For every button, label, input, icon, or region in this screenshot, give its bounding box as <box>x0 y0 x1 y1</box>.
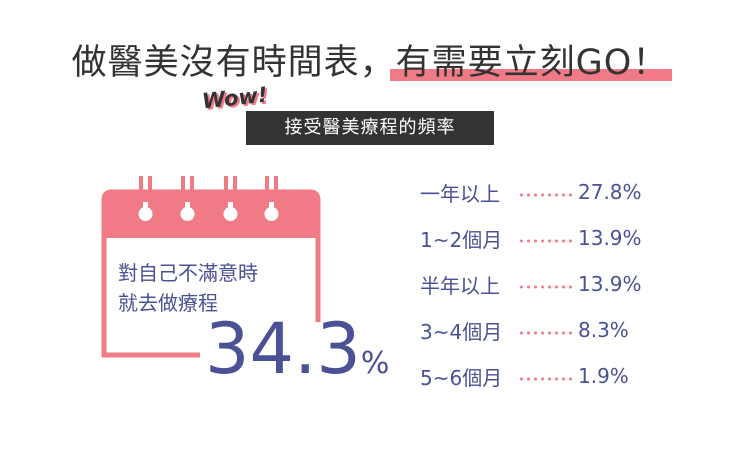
dotted-leader <box>516 228 574 248</box>
frequency-label: 1~2個月 <box>420 227 503 252</box>
headline: 做醫美沒有時間表，有需要立刻GO！ <box>0 34 740 85</box>
ring-1-icon <box>138 176 153 221</box>
headline-highlight-text: 有需要立刻GO！ <box>395 43 669 83</box>
callout-line1: 對自己不滿意時 <box>118 261 258 285</box>
frequency-row-1: 一年以上 27.8% <box>420 169 710 215</box>
frequency-value: 27.8% <box>578 180 642 204</box>
callout-text: 對自己不滿意時 就去做療程 <box>118 258 308 318</box>
callout-unit: % <box>360 346 390 381</box>
dotted-leader <box>516 182 574 202</box>
headline-highlight: 有需要立刻GO！ <box>389 34 673 85</box>
headline-plain: 做醫美沒有時間表， <box>71 43 396 83</box>
frequency-row-5: 5~6個月 1.9% <box>420 353 710 399</box>
calendar-rings <box>138 176 279 221</box>
frequency-value: 13.9% <box>578 226 642 250</box>
dotted-leader <box>516 320 574 340</box>
ring-3-icon <box>223 176 238 221</box>
callout-line2: 就去做療程 <box>118 291 218 315</box>
subtitle-banner: 接受醫美療程的頻率 <box>246 111 494 145</box>
ring-2-icon <box>180 176 195 221</box>
callout-value: 34.3% <box>205 313 389 400</box>
dotted-leader <box>516 366 574 386</box>
frequency-list: 一年以上 27.8% 1~2個月 13.9% 半年以上 13.9% 3~4個月 8.3% 5~6… <box>420 169 710 399</box>
frequency-row-4: 3~4個月 8.3% <box>420 307 710 353</box>
frequency-row-3: 半年以上 13.9% <box>420 261 710 307</box>
frequency-value: 8.3% <box>578 318 629 342</box>
frequency-label: 5~6個月 <box>420 365 503 390</box>
frequency-value: 1.9% <box>578 364 629 388</box>
frequency-value: 13.9% <box>578 272 642 296</box>
callout-number: 34.3 <box>205 308 361 390</box>
frequency-row-2: 1~2個月 13.9% <box>420 215 710 261</box>
frequency-label: 一年以上 <box>420 181 500 206</box>
dotted-leader <box>516 274 574 294</box>
ring-4-icon <box>264 176 279 221</box>
frequency-label: 3~4個月 <box>420 319 503 344</box>
frequency-label: 半年以上 <box>420 273 500 298</box>
calendar-header <box>104 192 318 238</box>
